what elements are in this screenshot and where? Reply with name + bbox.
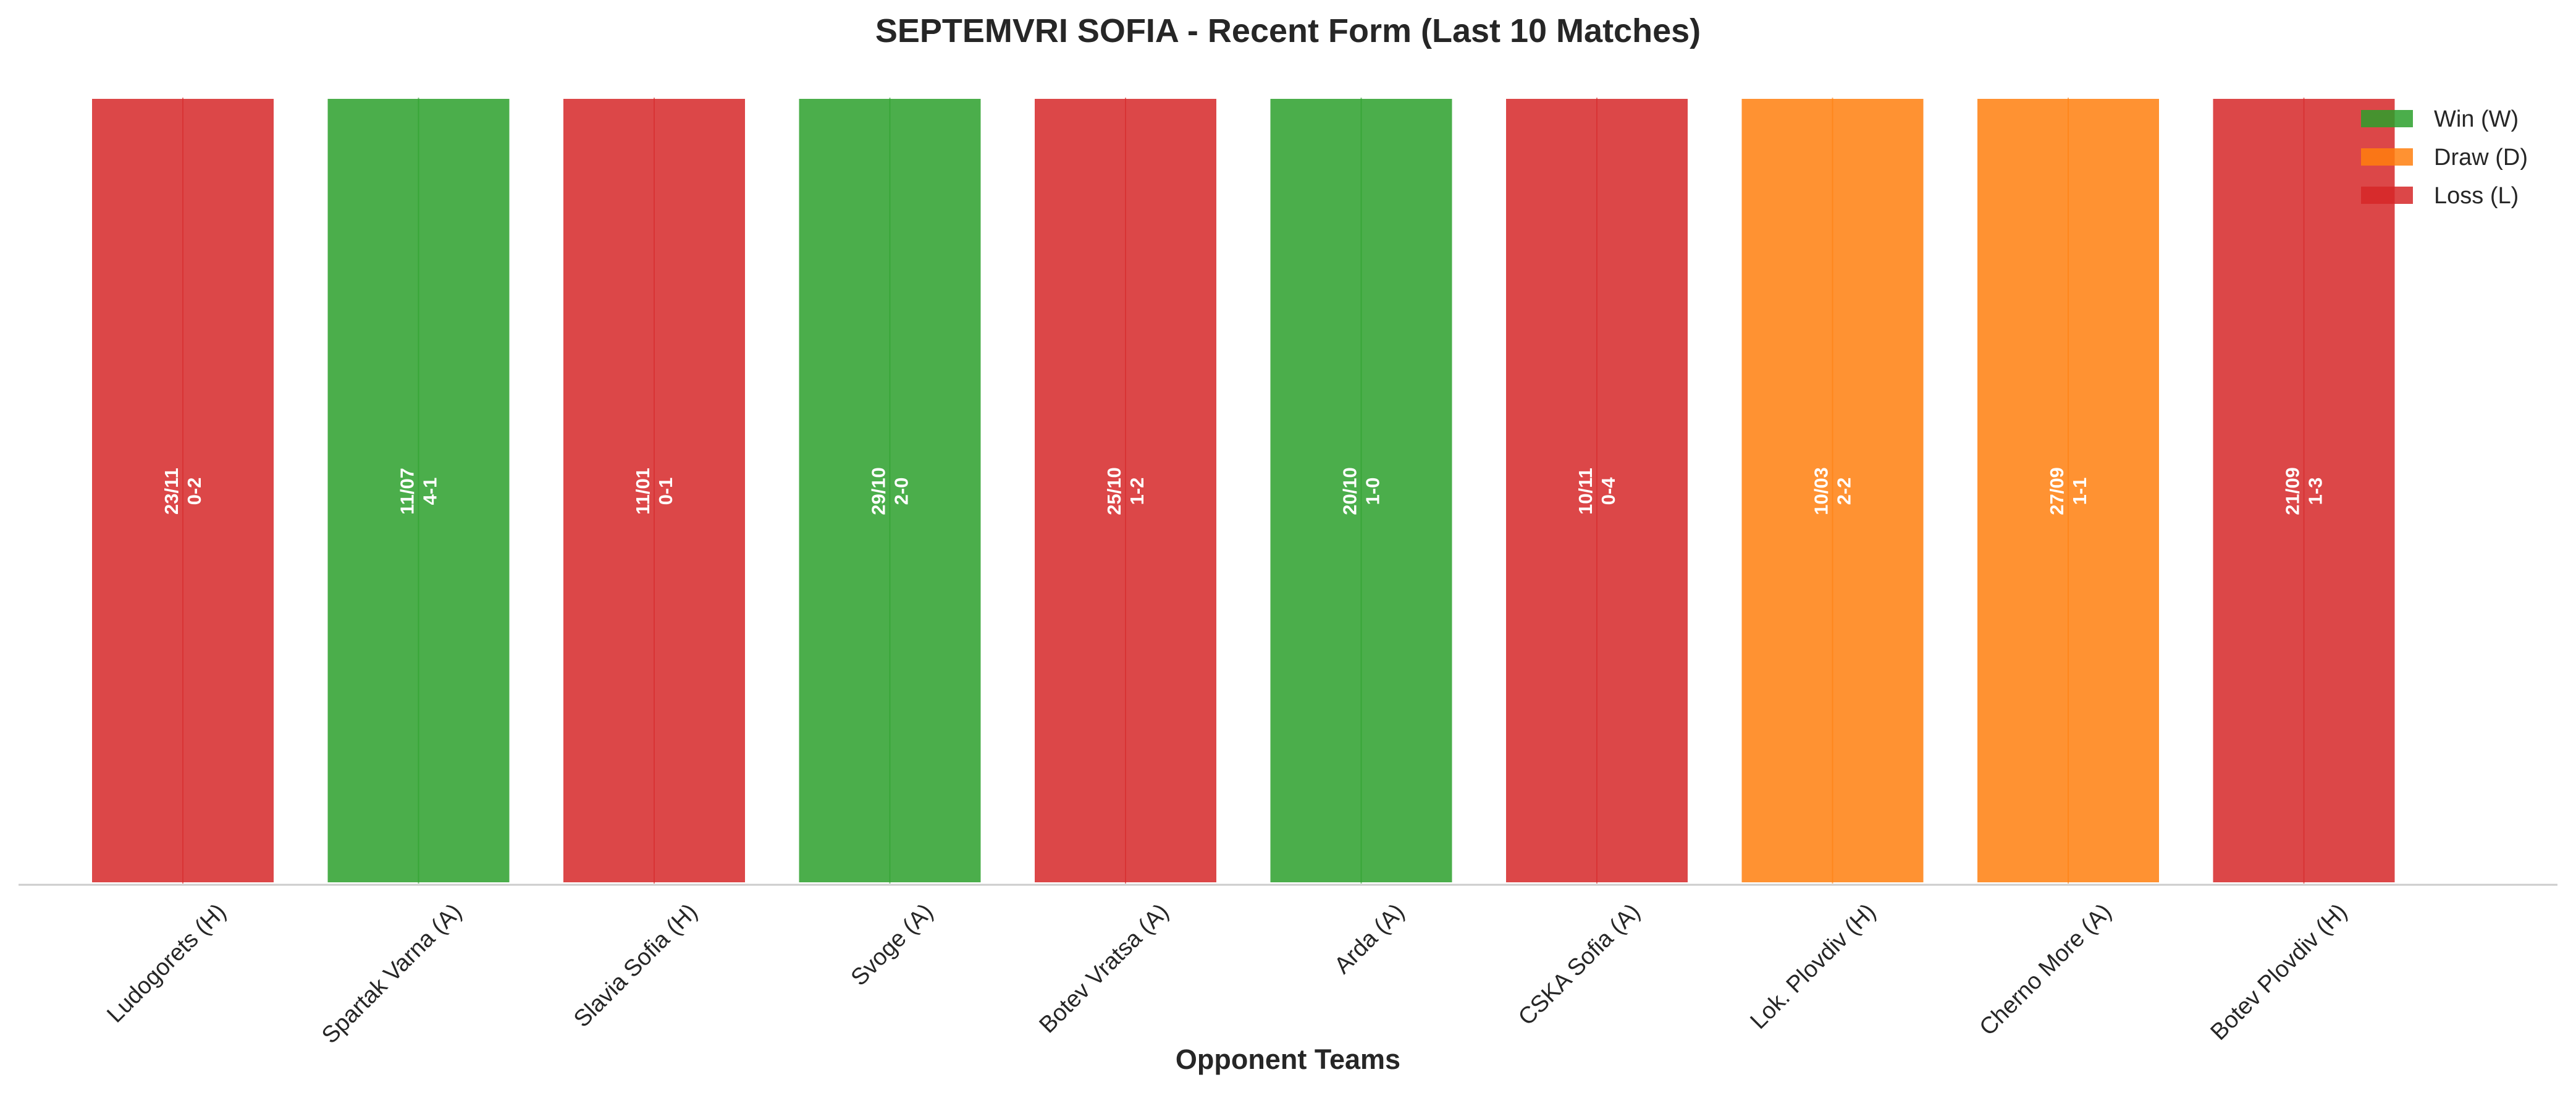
x-axis-title: Opponent Teams	[1176, 1044, 1400, 1075]
legend-swatch	[2361, 110, 2413, 127]
bar-data-label: 21/091-3	[2282, 467, 2326, 515]
match-score: 0-1	[655, 478, 676, 505]
chart-title: SEPTEMVRI SOFIA - Recent Form (Last 10 M…	[875, 12, 1701, 49]
bar-data-label: 25/101-2	[1103, 467, 1148, 515]
match-score: 1-1	[2069, 478, 2090, 505]
match-date: 10/11	[1575, 468, 1596, 515]
bar-data-label: 10/110-4	[1575, 468, 1619, 515]
match-date: 11/01	[632, 468, 654, 515]
match-date: 29/10	[868, 467, 890, 515]
x-tick-label: Botev Plovdiv (H)	[2206, 899, 2352, 1045]
legend-label: Loss (L)	[2434, 183, 2519, 209]
bar-data-label: 29/102-0	[868, 467, 912, 515]
match-date: 20/10	[1339, 467, 1361, 515]
bar-data-label: 10/032-2	[1811, 467, 1855, 515]
match-score: 2-0	[891, 478, 912, 505]
legend-swatch	[2361, 187, 2413, 204]
x-tick-labels: Ludogorets (H) Spartak Varna (A) Slavia So…	[102, 899, 2352, 1049]
x-tick-label: Svoge (A)	[846, 899, 938, 991]
x-tick-label: CSKA Sofia (A)	[1513, 899, 1645, 1031]
bars-layer: 23/110-2 11/074-1 11/010-1 29/102-0 25/101-2…	[90, 96, 2397, 885]
legend-label: Draw (D)	[2434, 145, 2528, 171]
x-tick-label: Cherno More (A)	[1975, 899, 2117, 1041]
x-tick-label: Lok. Plovdiv (H)	[1746, 899, 1881, 1034]
match-score: 0-4	[1597, 477, 1619, 505]
bar-data-label: 23/110-2	[161, 468, 205, 515]
match-score: 4-1	[419, 478, 441, 505]
x-tick-label: Botev Vratsa (A)	[1035, 899, 1174, 1039]
bar-data-label: 20/101-0	[1339, 467, 1384, 515]
match-score: 1-0	[1362, 478, 1384, 505]
match-date: 11/07	[397, 468, 418, 515]
match-score: 1-3	[2305, 478, 2326, 505]
legend-swatch	[2361, 148, 2413, 166]
match-date: 23/11	[161, 468, 182, 515]
bar-data-label: 11/010-1	[632, 468, 676, 515]
match-date: 10/03	[1811, 467, 1832, 515]
bar-data-label: 11/074-1	[397, 468, 441, 515]
legend-label: Win (W)	[2434, 106, 2519, 132]
match-date: 27/09	[2046, 467, 2068, 515]
x-tick-label: Arda (A)	[1329, 899, 1410, 979]
x-tick-label: Slavia Sofia (H)	[569, 899, 702, 1032]
x-tick-label: Spartak Varna (A)	[317, 899, 467, 1049]
bar-data-label: 27/091-1	[2046, 467, 2090, 515]
match-score: 1-2	[1126, 478, 1148, 505]
x-tick-label: Ludogorets (H)	[102, 899, 231, 1028]
legend: Win (W) Draw (D) Loss (L)	[2361, 106, 2528, 209]
match-score: 2-2	[1833, 478, 1855, 505]
match-date: 21/09	[2282, 467, 2304, 515]
match-date: 25/10	[1103, 467, 1125, 515]
match-score: 0-2	[183, 478, 205, 505]
